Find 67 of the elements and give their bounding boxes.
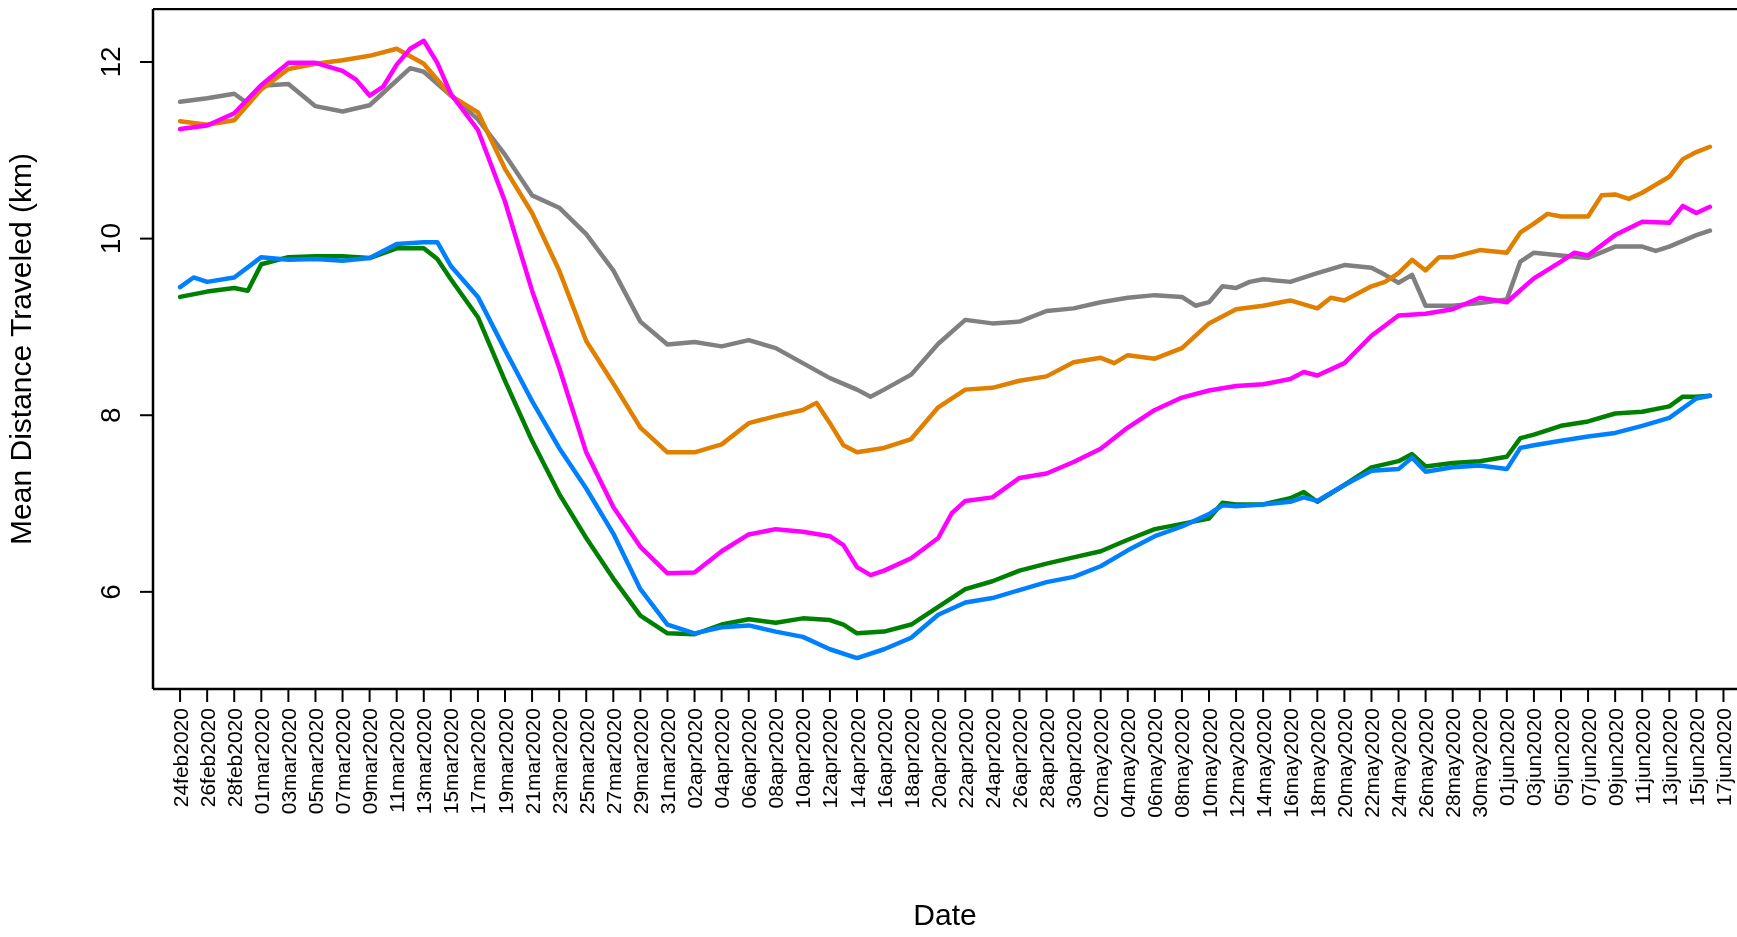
x-tick-label: 19mar2020: [493, 708, 517, 815]
x-tick-label: 01jun2020: [1495, 708, 1519, 807]
x-tick-label: 30apr2020: [1062, 708, 1086, 809]
x-tick-label: 05jun2020: [1549, 708, 1573, 807]
x-tick-label: 15jun2020: [1684, 708, 1708, 807]
y-tick-label: 6: [95, 584, 126, 600]
y-tick-label: 10: [95, 223, 126, 255]
x-tick-label: 09jun2020: [1603, 708, 1627, 807]
x-tick-label: 20apr2020: [926, 708, 950, 809]
y-axis-title: Mean Distance Traveled (km): [3, 153, 37, 545]
x-tick-label: 11mar2020: [385, 708, 409, 813]
x-tick-label: 23mar2020: [547, 708, 571, 815]
x-tick-label: 04may2020: [1116, 708, 1140, 818]
x-tick-label: 03mar2020: [276, 708, 300, 815]
x-tick-label: 17jun2020: [1712, 708, 1736, 807]
x-tick-label: 12may2020: [1224, 708, 1248, 818]
x-tick-label: 28may2020: [1441, 708, 1465, 818]
x-tick-label: 02apr2020: [683, 708, 707, 809]
x-tick-label: 26feb2020: [195, 708, 219, 808]
line-series: [177, 38, 1713, 578]
x-tick-label: 10may2020: [1197, 708, 1221, 818]
x-tick-label: 12apr2020: [818, 708, 842, 809]
x-tick-label: 13jun2020: [1657, 708, 1681, 807]
x-tick-label: 05mar2020: [304, 708, 328, 815]
x-tick-label: 21mar2020: [520, 708, 544, 815]
x-tick-label: 07jun2020: [1576, 708, 1600, 807]
y-tick-label: 12: [95, 46, 126, 78]
x-tick-label: 27mar2020: [601, 708, 625, 815]
x-tick-label: 26may2020: [1414, 708, 1438, 818]
x-tick-label: 29mar2020: [628, 708, 652, 815]
x-tick-label: 08apr2020: [764, 708, 788, 809]
x-tick-label: 17mar2020: [466, 708, 490, 815]
x-tick-label: 08may2020: [1170, 708, 1194, 818]
line-series: [177, 46, 1713, 455]
y-tick-label: 8: [95, 407, 126, 424]
x-tick-label: 20may2020: [1332, 708, 1356, 818]
x-tick-label: 16apr2020: [872, 708, 896, 809]
x-tick-label: 28apr2020: [1035, 708, 1059, 809]
x-axis-title: Date: [913, 898, 977, 931]
x-tick-label: 18apr2020: [899, 708, 923, 809]
x-tick-label: 22apr2020: [953, 708, 977, 809]
x-tick-label: 02may2020: [1089, 708, 1113, 818]
x-tick-label: 26apr2020: [1008, 708, 1032, 809]
x-tick-label: 01mar2020: [249, 708, 273, 815]
x-tick-label: 25mar2020: [574, 708, 598, 815]
x-tick-label: 24apr2020: [980, 708, 1004, 809]
x-tick-label: 13mar2020: [412, 708, 436, 815]
x-tick-label: 28feb2020: [222, 708, 246, 808]
x-tick-label: 30may2020: [1468, 708, 1492, 818]
x-tick-label: 18may2020: [1305, 708, 1329, 818]
x-tick-label: 10apr2020: [791, 708, 815, 809]
x-tick-label: 14may2020: [1251, 708, 1275, 818]
x-tick-label: 03jun2020: [1522, 708, 1546, 807]
x-tick-label: 22may2020: [1360, 708, 1384, 818]
x-tick-label: 24may2020: [1387, 708, 1411, 818]
x-tick-label: 15mar2020: [439, 708, 463, 815]
x-tick-label: 04apr2020: [710, 708, 734, 809]
x-tick-label: 24feb2020: [168, 708, 192, 808]
x-tick-label: 06apr2020: [737, 708, 761, 809]
x-tick-label: 09mar2020: [358, 708, 382, 815]
line-series: [177, 65, 1713, 399]
x-tick-label: 07mar2020: [331, 708, 355, 815]
x-tick-label: 31mar2020: [656, 708, 680, 815]
x-tick-label: 16may2020: [1278, 708, 1302, 818]
x-tick-label: 11jun2020: [1630, 708, 1654, 805]
x-tick-label: 14apr2020: [845, 708, 869, 809]
x-tick-label: 06may2020: [1143, 708, 1167, 818]
